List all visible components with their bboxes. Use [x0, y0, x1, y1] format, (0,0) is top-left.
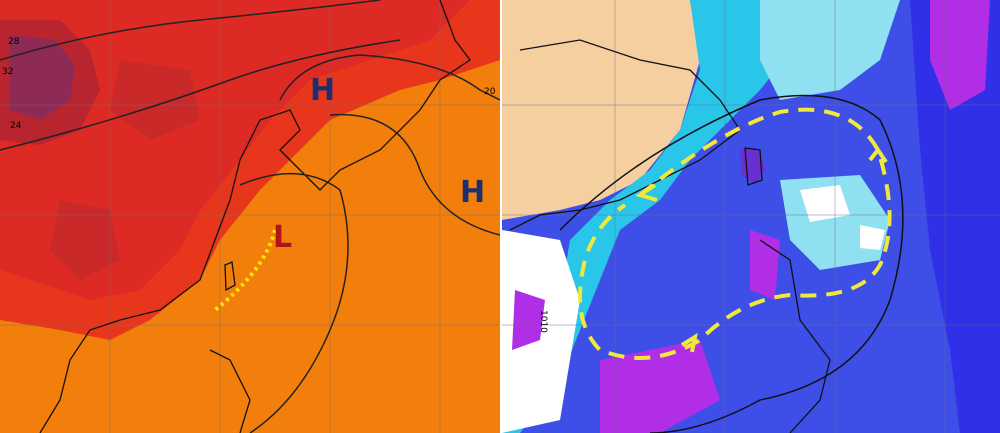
- high-pressure-label: H: [310, 73, 335, 108]
- grid: [0, 0, 500, 433]
- isobars: [0, 0, 500, 433]
- circulation-arrows: [578, 107, 892, 360]
- contour-label: 24: [10, 121, 22, 131]
- divider: [500, 0, 502, 433]
- contour-label: 20: [484, 87, 496, 97]
- isobar: [559, 94, 904, 433]
- contour-label: 1010: [538, 310, 548, 333]
- contour-label: 28: [8, 37, 20, 47]
- land: [502, 0, 700, 220]
- light-cyan-area: [760, 0, 900, 270]
- left-map: 28 32 24 20 H H L: [0, 0, 500, 433]
- trough-line: [213, 229, 277, 312]
- purple-area: [512, 0, 990, 433]
- coastline: [509, 39, 831, 433]
- extreme-region: [10, 35, 75, 120]
- hot-patch: [50, 60, 200, 280]
- high-pressure-label: H: [460, 175, 485, 210]
- contour-label: 32: [2, 67, 13, 77]
- right-map: 1010: [502, 0, 1000, 433]
- clear-area: [502, 185, 885, 433]
- low-pressure-label: L: [273, 220, 292, 255]
- coastline: [39, 0, 471, 433]
